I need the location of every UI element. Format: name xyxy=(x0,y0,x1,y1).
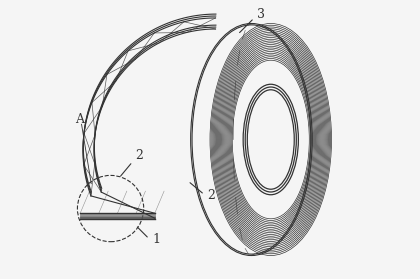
Text: 3: 3 xyxy=(257,8,265,21)
Text: 2: 2 xyxy=(135,149,143,162)
Text: 2: 2 xyxy=(207,189,215,202)
Text: 1: 1 xyxy=(152,233,160,246)
Text: A: A xyxy=(75,113,84,126)
